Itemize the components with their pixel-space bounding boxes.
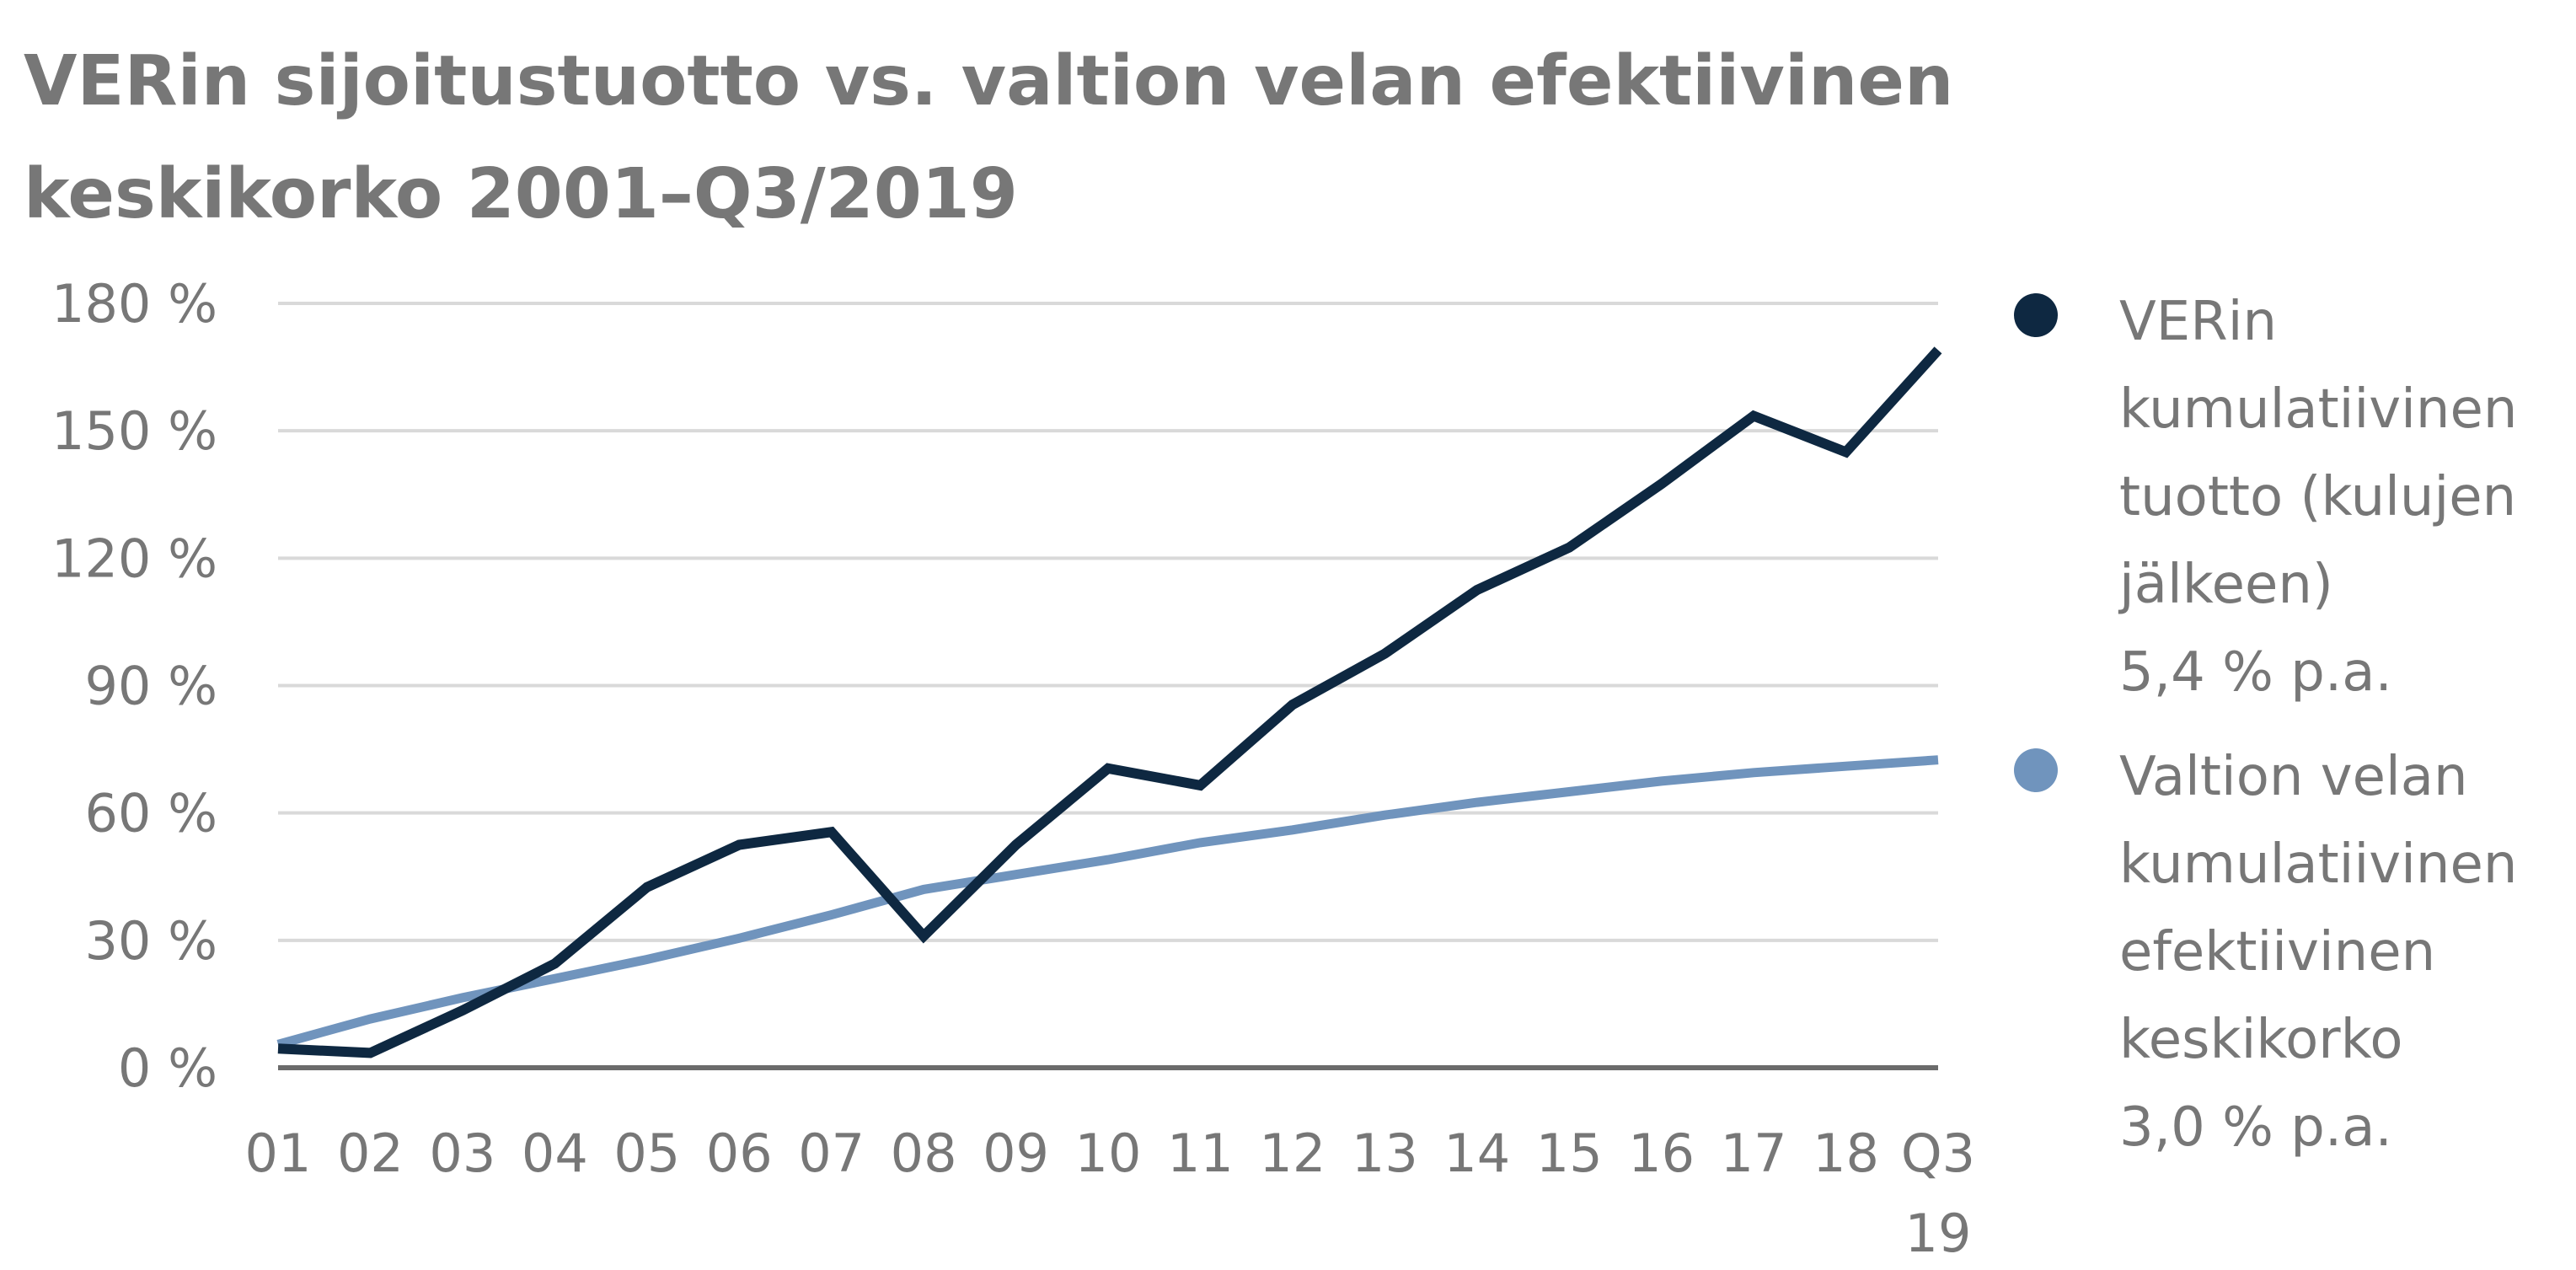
y-tick-label: 120 % xyxy=(51,528,217,589)
x-tick-label: 11 xyxy=(1167,1123,1234,1184)
legend-marker-valtio xyxy=(2014,748,2058,792)
legend: VERin kumulatiivinen tuotto (kulujen jäl… xyxy=(2014,278,2570,1188)
x-tick-label: 17 xyxy=(1721,1123,1787,1184)
x-tick-label: 18 xyxy=(1813,1123,1879,1184)
legend-label-line: kumulatiivinen xyxy=(2119,378,2518,441)
y-tick-label: 60 % xyxy=(84,783,217,844)
chart-title-line-2: keskikorko 2001–Q3/2019 xyxy=(24,154,1018,234)
y-tick-label: 90 % xyxy=(84,656,217,717)
legend-label-line: jälkeen) xyxy=(2119,554,2333,616)
y-tick-label: 180 % xyxy=(51,273,217,335)
x-tick-label: 14 xyxy=(1443,1123,1510,1184)
legend-label-line: Valtion velan xyxy=(2119,746,2468,808)
x-tick-label: 06 xyxy=(706,1123,773,1184)
series-lines xyxy=(276,346,1942,1058)
x-tick-label: 19 xyxy=(1905,1203,1972,1264)
x-tick-label: 07 xyxy=(798,1123,865,1184)
x-tick-label: 13 xyxy=(1352,1123,1418,1184)
x-tick-label: 12 xyxy=(1259,1123,1325,1184)
legend-label-line: efektiivinen xyxy=(2119,921,2436,983)
x-axis-ticks: 01 02 03 04 05 06 07 08 09 10 11 12 13 14 15 16 17 18 Q3 19 xyxy=(245,1123,1972,1264)
line-chart: 0 %30 %60 %90 %120 %150 %180 % 01 02 03 04 0… xyxy=(51,273,1972,1264)
chart-title-line-1: VERin sijoitustuotto vs. valtion velan e… xyxy=(24,41,1954,121)
series-line-ver xyxy=(277,346,1942,1058)
x-tick-label: 10 xyxy=(1075,1123,1142,1184)
x-tick-label: 08 xyxy=(891,1123,957,1184)
y-tick-label: 30 % xyxy=(84,910,217,972)
legend-rate-valtio: 3,0 % p.a. xyxy=(2119,1096,2392,1159)
legend-marker-ver xyxy=(2014,293,2058,337)
series-line-valtio xyxy=(276,755,1939,1049)
y-axis-ticks: 0 % 30 % 60 % 90 % 120 % 150 % 180 % xyxy=(51,273,217,1099)
legend-label-line: VERin xyxy=(2119,291,2278,353)
gridlines xyxy=(278,302,1938,1070)
x-tick-label: 09 xyxy=(983,1123,1049,1184)
x-tick-label: 02 xyxy=(337,1123,404,1184)
legend-label-line: kumulatiivinen xyxy=(2119,833,2518,896)
legend-item-valtio: Valtion velan kumulatiivinen efektiivine… xyxy=(2014,733,2570,1171)
y-tick-label: 150 % xyxy=(51,400,217,462)
x-tick-label: 05 xyxy=(613,1123,680,1184)
legend-rate-ver: 5,4 % p.a. xyxy=(2119,641,2392,704)
legend-label-line: tuotto (kulujen xyxy=(2119,466,2517,528)
legend-item-ver: VERin kumulatiivinen tuotto (kulujen jäl… xyxy=(2014,278,2570,716)
x-tick-label: 16 xyxy=(1628,1123,1695,1184)
x-tick-label: Q3 xyxy=(1901,1123,1972,1184)
x-tick-label: 15 xyxy=(1536,1123,1603,1184)
x-tick-label: 01 xyxy=(245,1123,312,1184)
y-tick-label: 0 % xyxy=(118,1037,217,1099)
x-tick-label: 04 xyxy=(522,1123,588,1184)
chart-title: VERin sijoitustuotto vs. valtion velan e… xyxy=(24,25,2046,251)
x-tick-label: 03 xyxy=(429,1123,495,1184)
legend-label-line: keskikorko xyxy=(2119,1009,2403,1071)
